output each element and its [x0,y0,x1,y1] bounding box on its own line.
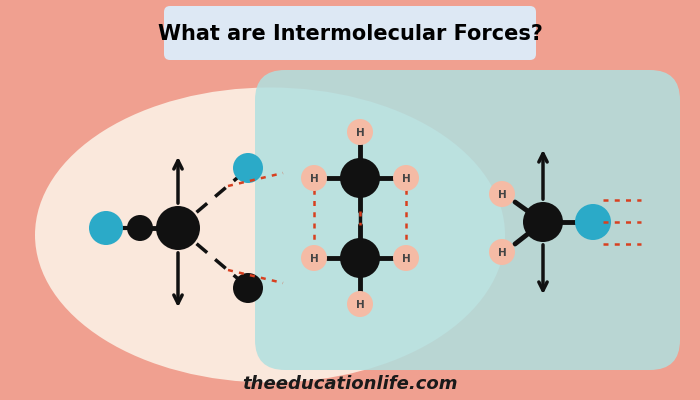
Circle shape [89,211,123,245]
Circle shape [233,153,263,183]
Circle shape [301,165,327,191]
Text: H: H [402,254,410,264]
FancyBboxPatch shape [164,6,536,60]
Circle shape [127,215,153,241]
Circle shape [489,239,515,265]
Circle shape [347,291,373,317]
Circle shape [393,245,419,271]
Text: What are Intermolecular Forces?: What are Intermolecular Forces? [158,24,542,44]
Circle shape [233,273,263,303]
Circle shape [156,206,200,250]
Circle shape [489,181,515,207]
Text: H: H [356,128,365,138]
Text: theeducationlife.com: theeducationlife.com [242,375,458,393]
Text: H: H [498,190,506,200]
FancyBboxPatch shape [255,70,680,370]
Text: H: H [498,248,506,258]
Text: H: H [309,174,318,184]
Ellipse shape [35,88,505,382]
Circle shape [393,165,419,191]
Circle shape [347,119,373,145]
Circle shape [340,158,380,198]
Circle shape [340,238,380,278]
Circle shape [301,245,327,271]
Circle shape [523,202,563,242]
Text: H: H [402,174,410,184]
Circle shape [575,204,611,240]
Text: H: H [356,300,365,310]
Text: H: H [309,254,318,264]
